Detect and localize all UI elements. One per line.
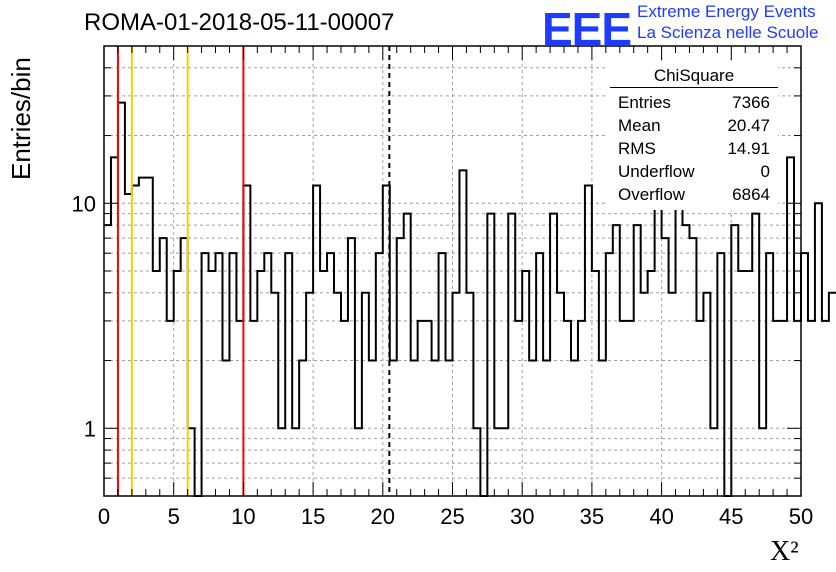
- stats-value: 20.47: [727, 116, 770, 135]
- logo-line-1: Extreme Energy Events: [637, 2, 816, 21]
- stats-label: RMS: [618, 139, 656, 158]
- x-tick-label: 50: [789, 504, 813, 529]
- x-tick-label: 20: [371, 504, 395, 529]
- stats-row-mean: Mean 20.47: [610, 114, 778, 137]
- x-tick-label: 15: [301, 504, 325, 529]
- stats-label: Overflow: [618, 185, 686, 204]
- stats-box: ChiSquare Entries 7366 Mean 20.47 RMS 14.91…: [610, 66, 778, 206]
- y-tick-label: 1: [84, 416, 96, 441]
- stats-value: 6864: [732, 185, 770, 204]
- eee-logo-mark: EEE: [542, 3, 632, 55]
- x-tick-label: 0: [98, 504, 110, 529]
- x-tick-label: 45: [719, 504, 743, 529]
- stats-value: 7366: [732, 93, 770, 112]
- x-tick-label: 5: [168, 504, 180, 529]
- x-tick-label: 30: [510, 504, 534, 529]
- stats-value: 0: [760, 162, 770, 181]
- stats-row-rms: RMS 14.91: [610, 137, 778, 160]
- x-tick-label: 40: [649, 504, 673, 529]
- x-axis-label: X²: [770, 536, 799, 567]
- logo-line-2: La Scienza nelle Scuole: [637, 23, 819, 42]
- stats-divider: [610, 87, 778, 88]
- stats-box-background: [608, 64, 778, 210]
- stats-label: Mean: [618, 116, 661, 135]
- stats-value: 14.91: [727, 139, 770, 158]
- x-tick-label: 25: [440, 504, 464, 529]
- y-axis-label: Entries/bin: [6, 57, 36, 180]
- chart-title: ROMA-01-2018-05-11-00007: [84, 9, 395, 36]
- stats-label: Entries: [618, 93, 671, 112]
- x-tick-label: 10: [231, 504, 255, 529]
- x-tick-label: 35: [580, 504, 604, 529]
- stats-row-overflow: Overflow 6864: [610, 183, 778, 206]
- stats-row-entries: Entries 7366: [610, 91, 778, 114]
- stats-label: Underflow: [618, 162, 695, 181]
- stats-title: ChiSquare: [653, 66, 735, 85]
- stats-row-underflow: Underflow 0: [610, 160, 778, 183]
- y-tick-label: 10: [72, 191, 96, 216]
